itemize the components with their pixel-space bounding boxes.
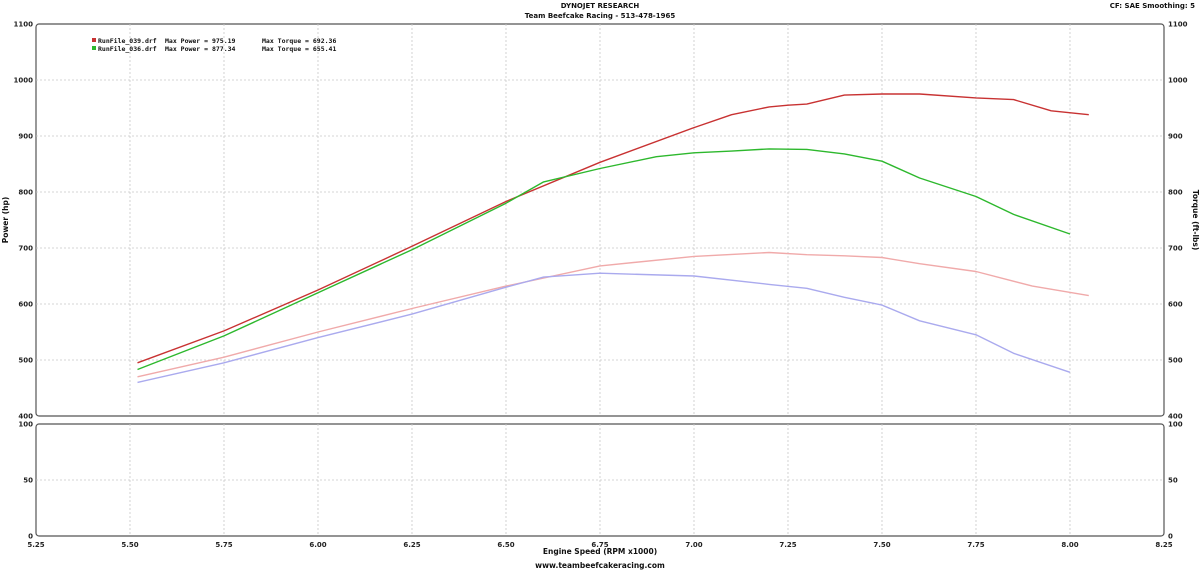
x-tick-label: 6.00 bbox=[309, 541, 326, 549]
y-tick-label-left: 700 bbox=[18, 245, 33, 253]
x-tick-label: 7.50 bbox=[873, 541, 890, 549]
chart-header-title: DYNOJET RESEARCH bbox=[561, 2, 640, 10]
legend-torque-run-036: Max Torque = 655.41 bbox=[262, 45, 336, 53]
x-tick-label: 5.25 bbox=[27, 541, 44, 549]
lower-y-tick-label-right: 0 bbox=[1168, 533, 1173, 541]
legend-file-run-036: RunFile_036.drf bbox=[98, 45, 157, 53]
y-tick-label-right: 700 bbox=[1168, 245, 1183, 253]
y-tick-label-left: 1100 bbox=[14, 21, 34, 29]
x-tick-label: 6.75 bbox=[591, 541, 608, 549]
y-tick-label-right: 600 bbox=[1168, 301, 1183, 309]
chart-header-subtitle: Team Beefcake Racing - 513-478-1965 bbox=[525, 12, 676, 20]
x-axis-label: Engine Speed (RPM x1000) bbox=[543, 547, 657, 556]
x-tick-label: 6.50 bbox=[497, 541, 514, 549]
x-tick-label: 6.25 bbox=[403, 541, 420, 549]
y-tick-label-right: 800 bbox=[1168, 189, 1183, 197]
x-tick-label: 5.75 bbox=[215, 541, 232, 549]
legend: RunFile_039.drf Max Power = 975.19 Max T… bbox=[92, 37, 336, 53]
y-tick-label-right: 500 bbox=[1168, 357, 1183, 365]
legend-power-run-036: Max Power = 877.34 bbox=[165, 45, 236, 53]
lower-y-tick-label-left: 100 bbox=[18, 421, 33, 429]
y-tick-label-left: 500 bbox=[18, 357, 33, 365]
x-tick-label: 8.00 bbox=[1061, 541, 1078, 549]
legend-swatch-run-039 bbox=[92, 38, 96, 42]
y-axis-label-torque: Torque (ft-lbs) bbox=[1191, 190, 1200, 251]
legend-swatch-run-036 bbox=[92, 46, 96, 50]
x-tick-label: 7.00 bbox=[685, 541, 702, 549]
y-tick-label-right: 900 bbox=[1168, 133, 1183, 141]
y-tick-label-left: 1000 bbox=[14, 77, 34, 85]
series-line-run-036-power bbox=[137, 148, 1071, 371]
legend-torque-run-039: Max Torque = 692.36 bbox=[262, 37, 336, 45]
x-tick-label: 8.25 bbox=[1155, 541, 1172, 549]
y-axis-label-power: Power (hp) bbox=[1, 197, 10, 244]
x-tick-label: 7.25 bbox=[779, 541, 796, 549]
series-line-run-036-torque bbox=[137, 272, 1071, 384]
y-tick-label-left: 800 bbox=[18, 189, 33, 197]
footer-url: www.teambeefcakeracing.com bbox=[535, 561, 665, 570]
legend-file-run-039: RunFile_039.drf bbox=[98, 37, 157, 45]
lower-y-tick-label-right: 50 bbox=[1168, 477, 1178, 485]
series-line-run-039-power bbox=[137, 93, 1089, 364]
series-line-run-039-torque bbox=[137, 251, 1089, 378]
y-tick-label-left: 400 bbox=[18, 413, 33, 421]
x-tick-label: 7.75 bbox=[967, 541, 984, 549]
y-tick-label-right: 400 bbox=[1168, 413, 1183, 421]
lower-y-tick-label-right: 100 bbox=[1168, 421, 1183, 429]
lower-y-tick-label-left: 50 bbox=[23, 477, 33, 485]
legend-power-run-039: Max Power = 975.19 bbox=[165, 37, 236, 45]
y-tick-label-right: 1000 bbox=[1168, 77, 1188, 85]
chart-settings-readout: CF: SAE Smoothing: 5 bbox=[1110, 2, 1195, 10]
lower-y-tick-label-left: 0 bbox=[28, 533, 33, 541]
y-tick-label-left: 900 bbox=[18, 133, 33, 141]
x-tick-label: 5.50 bbox=[121, 541, 138, 549]
y-tick-label-right: 1100 bbox=[1168, 21, 1188, 29]
y-tick-label-left: 600 bbox=[18, 301, 33, 309]
